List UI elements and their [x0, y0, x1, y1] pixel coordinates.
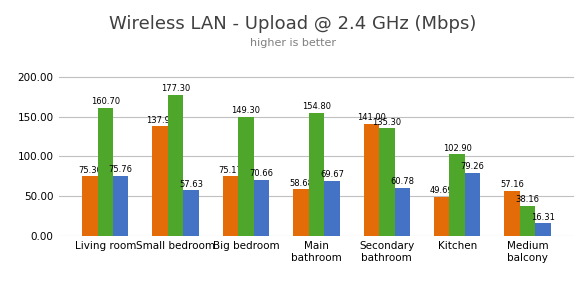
Text: 70.66: 70.66: [250, 169, 274, 178]
Text: 149.30: 149.30: [231, 106, 261, 115]
Bar: [505, 191, 520, 236]
Text: 177.30: 177.30: [161, 84, 190, 93]
Bar: [223, 176, 239, 236]
Bar: [97, 108, 113, 236]
Text: 58.68: 58.68: [289, 179, 313, 188]
Bar: [183, 190, 199, 236]
Text: 69.67: 69.67: [320, 170, 344, 179]
Text: 102.90: 102.90: [443, 144, 472, 152]
Text: 38.16: 38.16: [516, 195, 540, 204]
Bar: [324, 181, 340, 236]
Text: 60.78: 60.78: [390, 177, 414, 186]
Bar: [113, 176, 128, 236]
Text: higher is better: higher is better: [250, 38, 336, 48]
Bar: [293, 189, 309, 236]
Bar: [254, 180, 270, 236]
Bar: [434, 197, 449, 236]
Text: 160.70: 160.70: [91, 97, 120, 106]
Bar: [239, 117, 254, 236]
Text: 16.31: 16.31: [531, 213, 555, 222]
Bar: [168, 95, 183, 236]
Bar: [394, 188, 410, 236]
Text: 75.30: 75.30: [78, 166, 102, 175]
Text: 49.69: 49.69: [430, 186, 454, 195]
Bar: [536, 223, 551, 236]
Bar: [465, 173, 481, 236]
Bar: [363, 124, 379, 236]
Text: 141.00: 141.00: [357, 113, 386, 122]
Text: 137.90: 137.90: [145, 115, 175, 125]
Bar: [82, 176, 97, 236]
Text: Wireless LAN - Upload @ 2.4 GHz (Mbps): Wireless LAN - Upload @ 2.4 GHz (Mbps): [110, 15, 476, 33]
Text: 135.30: 135.30: [372, 118, 401, 127]
Text: 57.16: 57.16: [500, 180, 524, 189]
Bar: [449, 154, 465, 236]
Text: 57.63: 57.63: [179, 180, 203, 189]
Bar: [520, 206, 536, 236]
Text: 79.26: 79.26: [461, 162, 485, 171]
Text: 75.17: 75.17: [219, 166, 243, 175]
Text: 75.76: 75.76: [109, 165, 133, 174]
Bar: [309, 113, 324, 236]
Bar: [152, 126, 168, 236]
Text: 154.80: 154.80: [302, 102, 331, 111]
Bar: [379, 128, 394, 236]
